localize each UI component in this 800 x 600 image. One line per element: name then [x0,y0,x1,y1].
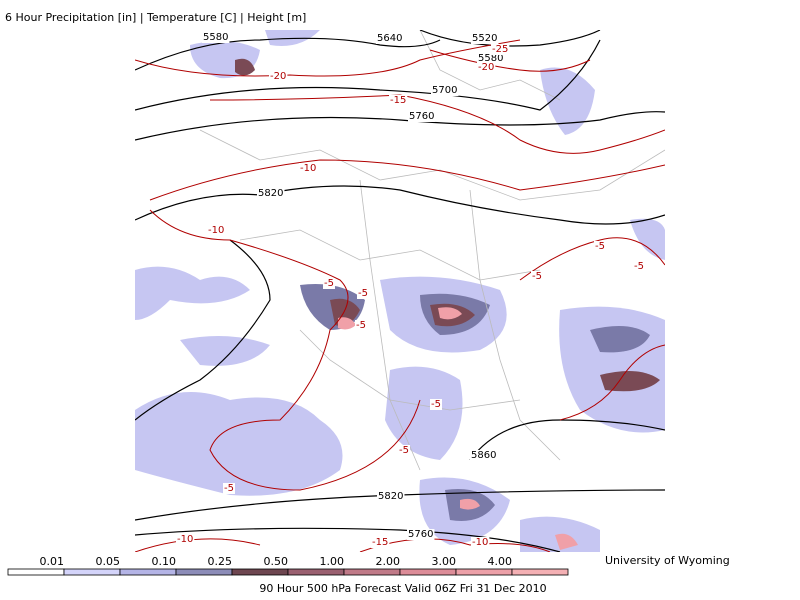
legend-swatch [399,568,457,576]
legend-swatch [119,568,177,576]
label-background [376,33,404,44]
height-label: 5580 [203,32,228,43]
legend-label: 0.01 [40,555,65,568]
temperature-contours [135,39,665,552]
temperature-label: -15 [390,95,406,106]
legend-label: 0.10 [152,555,177,568]
height-label: 5700 [432,85,457,96]
height-label: 5820 [378,491,403,502]
legend-label: 0.50 [264,555,289,568]
label-background [398,445,410,456]
caption: 90 Hour 500 hPa Forecast Valid 06Z Fri 3… [259,582,546,595]
temperature-label: -5 [324,278,334,289]
legend-label: 4.00 [488,555,513,568]
label-background [257,188,285,199]
height-label: 5580 [478,53,503,64]
label-background [470,450,498,461]
temperature-label: -10 [300,163,316,174]
height-contours [135,30,665,552]
label-background [223,483,235,494]
label-background [269,71,288,82]
temperature-label: -20 [478,62,494,73]
label-background [389,95,408,106]
legend-label: 3.00 [432,555,457,568]
label-background [323,278,335,289]
temperature-label: -10 [177,534,193,545]
label-background [431,85,459,96]
temperature-label: -5 [532,271,542,282]
label-background [531,271,543,282]
legend-label: 1.00 [320,555,345,568]
label-background [176,534,195,545]
label-background [594,241,606,252]
height-label: 5820 [258,188,283,199]
legend-swatch [63,568,121,576]
temperature-label: -20 [270,71,286,82]
legend-swatch [7,568,65,576]
legend-label: 2.00 [376,555,401,568]
precipitation [135,30,665,552]
contour-labels: 5580 5640 5520 5580 5700 5760 5820 5860 5820 5760… [176,32,645,548]
temperature-label: -10 [208,225,224,236]
temperature-label: -5 [431,399,441,410]
temperature-label: -5 [356,320,366,331]
legend-swatch [287,568,345,576]
temperature-label: -25 [492,44,508,55]
temperature-label: -10 [472,537,488,548]
label-background [430,399,442,410]
temperature-label: -5 [224,483,234,494]
height-label: 5640 [377,33,402,44]
temperature-label: -5 [358,288,368,299]
legend-swatch [175,568,233,576]
temperature-label: -15 [372,537,388,548]
legend-label: 0.05 [96,555,121,568]
label-background [355,320,367,331]
legend-label: 0.25 [208,555,233,568]
legend-swatch [511,568,569,576]
temperature-label: -5 [634,261,644,272]
height-label: 5760 [409,111,434,122]
label-background [207,225,226,236]
label-background [407,529,435,540]
label-background [408,111,436,122]
legend-swatch [343,568,401,576]
temperature-label: -5 [399,445,409,456]
height-label: 5760 [408,529,433,540]
label-background [299,163,318,174]
label-background [471,33,499,44]
label-background [471,537,490,548]
legend: 0.01 0.05 0.10 0.25 0.50 1.00 2.00 3.00 4.00 [7,555,569,576]
legend-swatch [231,568,289,576]
temperature-label: -5 [595,241,605,252]
label-background [477,53,505,64]
label-background [477,62,496,73]
credit: University of Wyoming [605,554,730,567]
height-label: 5520 [472,33,497,44]
legend-swatch [455,568,513,576]
label-background [202,32,230,43]
label-background [357,288,369,299]
label-background [633,261,645,272]
label-background [491,44,510,55]
map-area: 5580 5640 5520 5580 5700 5760 5820 5860 5820 5760… [135,30,665,552]
label-background [377,491,405,502]
label-background [371,537,390,548]
height-label: 5860 [471,450,496,461]
title: 6 Hour Precipitation [in] | Temperature … [5,11,306,24]
